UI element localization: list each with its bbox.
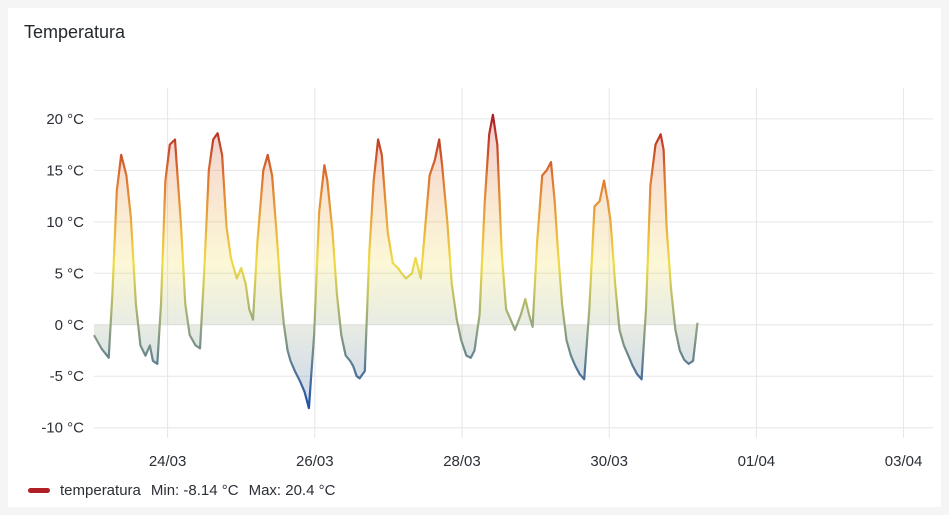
panel-title: Temperatura — [24, 22, 126, 42]
y-tick-label: 10 °C — [46, 214, 84, 231]
y-tick-label: 0 °C — [55, 317, 85, 334]
x-tick-label: 24/03 — [149, 453, 187, 470]
y-tick-label: -5 °C — [50, 368, 85, 385]
temperature-area — [94, 114, 698, 409]
legend[interactable]: temperatura Min: -8.14 °C Max: 20.4 °C — [28, 482, 345, 499]
y-axis-labels: 20 °C 15 °C 10 °C 5 °C 0 °C -5 °C -10 °C — [41, 111, 84, 437]
grid-lines — [94, 88, 933, 438]
legend-series-name[interactable]: temperatura — [60, 482, 141, 499]
legend-min: Min: -8.14 °C — [150, 482, 239, 499]
chart-panel: Temperatura 20 °C 15 °C 10 °C 5 °C 0 °C -5 °C… — [8, 8, 941, 507]
x-tick-label: 01/04 — [738, 453, 776, 470]
temperature-line[interactable] — [93, 113, 699, 410]
x-tick-label: 03/04 — [885, 453, 923, 470]
x-tick-label: 28/03 — [443, 453, 481, 470]
legend-max: Max: 20.4 °C — [248, 482, 336, 499]
y-tick-label: 15 °C — [46, 162, 84, 179]
y-tick-label: 5 °C — [55, 265, 85, 282]
legend-color-swatch — [28, 488, 50, 493]
y-tick-label: -10 °C — [41, 420, 84, 437]
temperature-chart[interactable]: 20 °C 15 °C 10 °C 5 °C 0 °C -5 °C -10 °C 24/03… — [8, 8, 941, 507]
x-axis-labels: 24/03 26/03 28/03 30/03 01/04 03/04 — [149, 453, 923, 470]
x-tick-label: 26/03 — [296, 453, 334, 470]
y-tick-label: 20 °C — [46, 111, 84, 128]
x-tick-label: 30/03 — [590, 453, 628, 470]
